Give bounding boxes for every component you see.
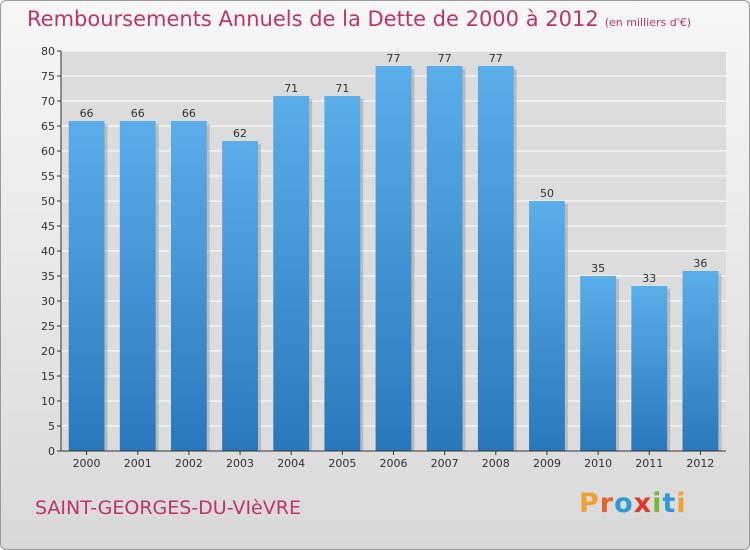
chart-title-main: Remboursements Annuels de la Dette de 20… — [27, 7, 599, 31]
x-tick-label: 2000 — [73, 457, 101, 470]
x-tick-label: 2002 — [175, 457, 203, 470]
bar-value-label: 77 — [387, 52, 401, 65]
bar — [324, 96, 361, 451]
logo-letter: t — [662, 488, 677, 519]
bar — [170, 121, 207, 451]
y-tick-label: 15 — [41, 370, 55, 383]
y-tick-label: 5 — [48, 420, 55, 433]
logo-letter: i — [652, 488, 663, 519]
y-tick-label: 20 — [41, 345, 55, 358]
y-tick-label: 50 — [41, 195, 55, 208]
bar-value-label: 35 — [591, 262, 605, 275]
bar-value-label: 66 — [182, 107, 196, 120]
y-tick-label: 45 — [41, 220, 55, 233]
bar — [222, 141, 258, 451]
y-tick-label: 60 — [41, 145, 55, 158]
bar — [426, 66, 463, 451]
bar — [273, 96, 310, 451]
y-tick-label: 55 — [41, 170, 55, 183]
y-tick-label: 25 — [41, 320, 55, 333]
x-tick-label: 2006 — [380, 457, 408, 470]
y-tick-label: 80 — [41, 45, 55, 58]
bar-value-label: 66 — [80, 107, 94, 120]
y-tick-label: 10 — [41, 395, 55, 408]
logo-letter: x — [633, 488, 653, 519]
logo-letter: P — [579, 488, 600, 519]
bar-value-label: 71 — [284, 82, 298, 95]
x-tick-label: 2003 — [226, 457, 254, 470]
bar — [682, 271, 719, 451]
logo-letter: o — [614, 488, 634, 519]
bar — [631, 286, 668, 451]
logo-letter: r — [599, 488, 615, 519]
bar-value-label: 77 — [489, 52, 503, 65]
bar-value-label: 66 — [131, 107, 145, 120]
x-tick-label: 2004 — [277, 457, 305, 470]
x-tick-label: 2011 — [635, 457, 663, 470]
bar-value-label: 77 — [438, 52, 452, 65]
x-tick-label: 2001 — [124, 457, 152, 470]
bar — [529, 201, 565, 451]
x-tick-label: 2007 — [431, 457, 459, 470]
x-axis: 2000 2001 2002 2003 2004 2005 2006 2007 2008 2009… — [61, 450, 726, 470]
bar-chart: 66 66 66 62 71 71 77 77 77 50 35 33 36 0 5 10 15 20 25 30 3… — [41, 45, 726, 470]
bar — [375, 66, 412, 451]
bar — [119, 121, 156, 451]
y-tick-label: 0 — [48, 445, 55, 458]
bar — [68, 121, 105, 451]
y-tick-label: 65 — [41, 120, 55, 133]
commune-name: SAINT-GEORGES-DU-VIèVRE — [35, 497, 301, 519]
y-tick-label: 75 — [41, 70, 55, 83]
proxiti-logo: Proxiti — [579, 488, 687, 519]
bars: 66 66 66 62 71 71 77 77 77 50 35 33 36 — [68, 52, 722, 451]
chart-subtitle: (en milliers d'€) — [604, 16, 691, 29]
y-tick-label: 70 — [41, 95, 55, 108]
x-tick-label: 2005 — [328, 457, 356, 470]
chart-title: Remboursements Annuels de la Dette de 20… — [27, 7, 691, 31]
x-tick-label: 2008 — [482, 457, 510, 470]
y-tick-label: 40 — [41, 245, 55, 258]
bar-value-label: 62 — [233, 127, 247, 140]
x-tick-label: 2010 — [584, 457, 612, 470]
y-axis: 0 5 10 15 20 25 30 35 40 45 50 55 60 65 70 75 80 — [41, 45, 62, 458]
bar-value-label: 33 — [642, 272, 656, 285]
bar-value-label: 71 — [335, 82, 349, 95]
bar — [580, 276, 617, 451]
logo-letter: i — [676, 488, 687, 519]
bar — [477, 66, 514, 451]
y-tick-label: 30 — [41, 295, 55, 308]
y-tick-label: 35 — [41, 270, 55, 283]
x-tick-label: 2009 — [533, 457, 561, 470]
bar-value-label: 36 — [693, 257, 707, 270]
x-tick-label: 2012 — [686, 457, 714, 470]
bar-value-label: 50 — [540, 187, 554, 200]
